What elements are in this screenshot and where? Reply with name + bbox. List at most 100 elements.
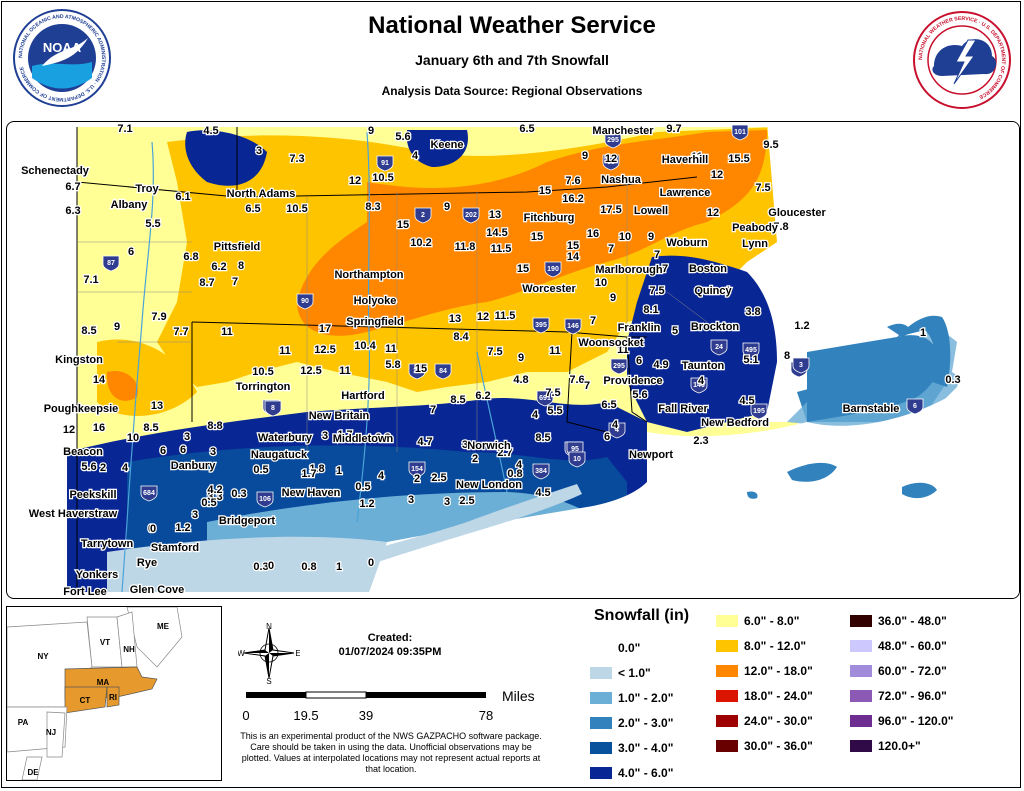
snowfall-value: 0.5 [253,464,268,476]
snowfall-value: 1.2 [359,498,374,510]
place-label: Poughkeepsie [44,403,119,415]
legend-swatch [590,692,612,704]
created-datetime: 01/07/2024 09:35PM [338,646,442,658]
highway-shield: 3 [792,357,810,374]
snowfall-value: 7.3 [289,153,304,165]
snowfall-value: 3.8 [745,306,760,318]
place-label: Bridgeport [219,515,276,527]
legend-label: 8.0" - 12.0" [744,639,807,653]
snowfall-value: 4 [378,470,385,482]
snowfall-value: 17.5 [600,204,621,216]
places-layer: Schenectady Troy Albany North Adams Pittsfie… [20,124,901,598]
snowfall-value: 1.8 [309,463,324,475]
highway-shield-number: 146 [567,323,579,330]
legend-swatch [716,690,738,702]
scale-tick-label: 19.5 [293,708,318,723]
snowfall-value: 4 [122,462,129,474]
place-label: Lynn [742,238,768,250]
snowfall-value: 0 [368,557,374,569]
snowfall-value: 9 [518,352,524,364]
highway-shield: 384 [532,463,550,480]
legend-label: 36.0" - 48.0" [878,614,947,628]
snowfall-value: 4 [698,375,705,387]
snowfall-value: 15 [397,219,409,231]
highway-shield: 8 [264,400,282,417]
snowfall-value: 0 [150,523,156,535]
highway-shield: 202 [462,207,480,224]
snowfall-value: 5.5 [145,218,160,230]
legend-swatch [716,715,738,727]
snowfall-value: 8 [784,350,790,362]
place-label: New Haven [282,487,341,499]
snowfall-value: 4 [724,285,731,297]
long-island [287,484,582,592]
place-label: Barnstable [843,403,900,415]
snowfall-value: 12 [711,169,723,181]
snowfall-value: 9.5 [763,139,778,151]
snowfall-value: 8.5 [81,325,96,337]
snowfall-value: 7.1 [83,274,98,286]
snowfall-value: 11 [279,345,291,357]
highway-shield: 87 [102,255,120,272]
snowfall-value: 7.7 [173,326,188,338]
snowfall-value: 4.2 [207,484,222,496]
place-label: Quincy [694,285,732,297]
place-label: Rye [137,557,157,569]
highway-shield-number: 6 [913,403,917,410]
snowfall-value: 13 [151,400,163,412]
state-borders [76,127,698,592]
snowfall-map[interactable]: 9193101295220219087903951464952414095195… [6,121,1020,599]
place-label: Franklin [618,322,661,334]
snowfall-value: 11 [339,365,351,377]
page-subtitle: January 6th and 7th Snowfall [415,52,609,68]
place-label: Peabody [732,222,779,234]
snowfall-value: 3 [184,431,190,443]
snowfall-value: 13 [489,209,501,221]
place-label: Keene [430,139,463,151]
inset-labels: ME VT NH NY MA CT RI PA NJ DE [18,622,170,777]
highway-shield-number: 4 [615,427,619,434]
snowfall-value: 16.2 [562,193,583,205]
place-label: Waterbury [258,432,313,444]
place-label: New Bedford [701,417,769,429]
snowfall-value: 2 [100,462,106,474]
legend-label: 24.0" - 30.0" [744,714,813,728]
legend-label: 30.0" - 36.0" [744,739,813,753]
snowfall-value: 6.2 [211,261,226,273]
place-label: Middletown [333,433,394,445]
highway-shield-number: 106 [259,496,271,503]
cape-cod [807,315,951,422]
inset-state-label: MA [97,678,110,687]
snowfall-value: 6 [604,431,610,443]
snowfall-value: 7.8 [773,221,788,233]
legend-label: < 1.0" [618,666,651,680]
place-label: Torrington [236,381,291,393]
noaa-wordmark: NOAA [43,40,82,55]
snowfall-value: 16 [93,422,105,434]
snowfall-value: 9 [444,201,450,213]
snowfall-value: 1 [336,465,342,477]
snowfall-value: 0.5 [355,481,370,493]
snowfall-value: 2.7 [497,447,512,459]
snowfall-value: 11.5 [491,243,512,255]
snowfall-value: 6 [180,444,186,456]
snowfall-value: 1.2 [175,522,190,534]
snowfall-value: 10.5 [286,203,307,215]
highway-shield: 93 [602,154,620,171]
highway-shield: 684 [140,485,158,502]
inset-state-label: NY [37,652,49,661]
island-small [747,491,758,499]
disclaimer: This is an experimental product of the N… [240,731,542,774]
place-label: Holyoke [354,295,397,307]
snowfall-value: 8.5 [535,432,550,444]
scale-bar: Miles 0 19.5 39 78 [240,686,540,726]
place-label: Newport [629,449,673,461]
legend-title: Snowfall (in) [594,607,690,624]
snowfall-value: 6.7 [65,181,80,193]
snowfall-value: 7 [662,263,668,275]
highway-shield-number: 384 [535,468,547,475]
highway-shield-number: 90 [301,298,309,305]
locator-inset: ME VT NH NY MA CT RI PA NJ DE [6,606,222,781]
highway-shield: 154 [408,461,426,478]
